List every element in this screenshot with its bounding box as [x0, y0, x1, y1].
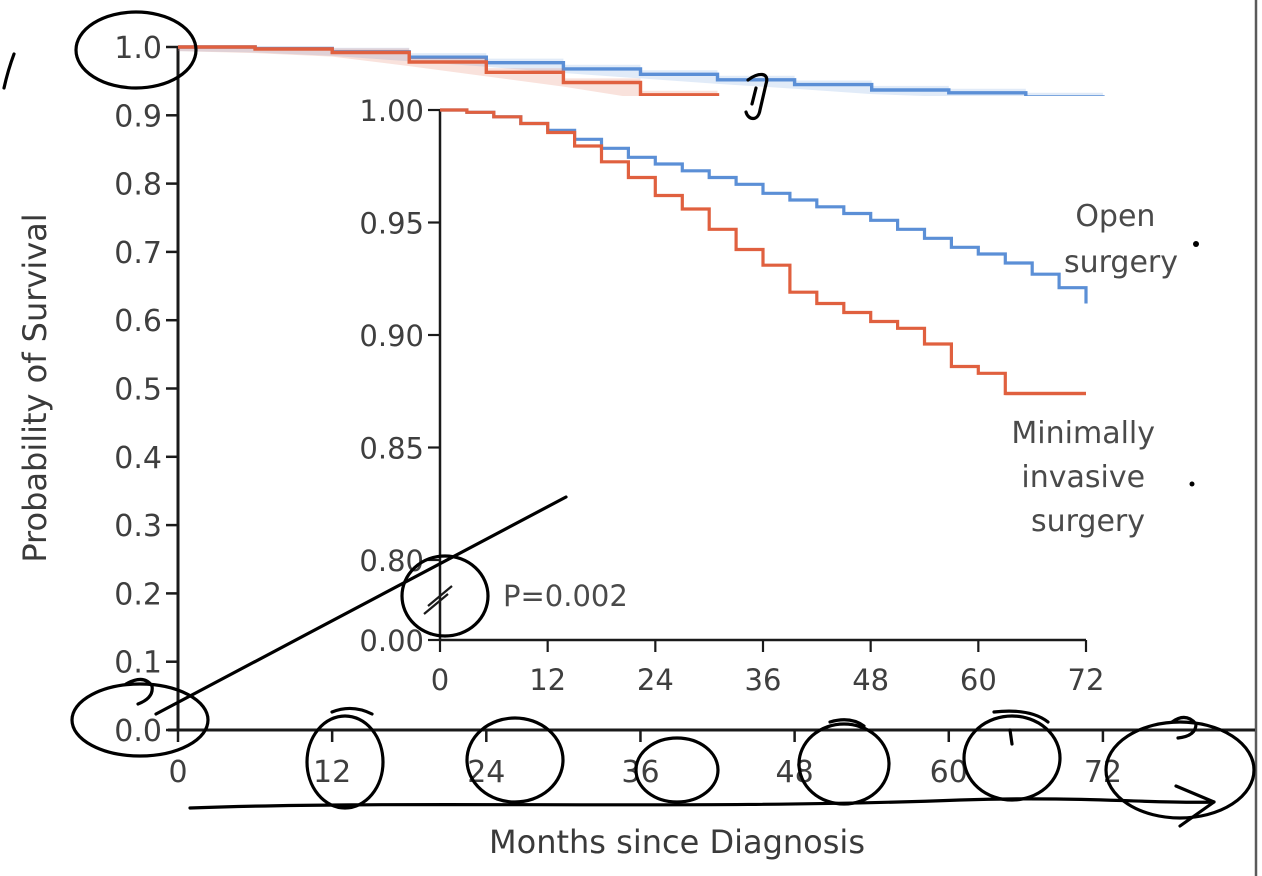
ink-circle-x-12-tail [330, 706, 374, 716]
inset-axes: 1.00 0.95 0.90 0.85 0.80 0.000 12 24 36 48 60 72 [359, 94, 1160, 697]
ink-x-axis-arrow [188, 797, 1216, 810]
main-y-tick-label: 0.0 [114, 714, 162, 749]
main-y-tick-label: 0.9 [114, 99, 162, 134]
ink-dot-mis [1189, 481, 1195, 487]
main-y-tick-label: 0.4 [114, 441, 162, 476]
ink-circle-x-72-tail [1170, 715, 1198, 740]
inset-y-tick-label: 0.80 [359, 544, 424, 578]
inset-x-tick-label: 0 [431, 663, 449, 697]
inset-series-group [440, 108, 1088, 396]
inset-x-tick-label: 24 [637, 663, 674, 697]
ink-circle-axis-break [400, 554, 490, 638]
axis-break-icon [423, 585, 453, 615]
ink-hook-zero [124, 677, 154, 706]
y-axis-title: Probability of Survival [16, 213, 54, 562]
open-surgery-label-line-1: Open [1075, 199, 1155, 234]
ink-diagonal-line [154, 495, 568, 716]
inset-x-tick-label: 72 [1068, 663, 1105, 697]
main-axes: 0.00.10.20.30.40.50.60.70.80.91.00 12 24 36… [114, 31, 1255, 790]
main-y-tick-label: 0.7 [114, 236, 162, 271]
main-y-tick-label: 0.1 [114, 646, 162, 681]
minimally-invasive-label-line-1: Minimally [1011, 416, 1155, 451]
main-x-tick-label: 48 [776, 755, 814, 790]
ink-circle-y-1-0 [74, 10, 198, 90]
inset-x-tick-label: 48 [852, 663, 889, 697]
inset-x-tick-label: 12 [529, 663, 566, 697]
ink-circle-x-12 [305, 714, 385, 810]
inset-line-minimally-invasive [440, 108, 1086, 396]
ink-dot-open [1193, 241, 1199, 247]
open-surgery-label-line-2: surgery [1064, 245, 1178, 280]
main-y-tick-label: 0.3 [114, 509, 162, 544]
x-axis-title: Months since Diagnosis [489, 823, 865, 861]
main-y-tick-label: 0.5 [114, 373, 162, 408]
ink-x-axis-arrowhead [1174, 784, 1216, 828]
inset-x-tick-label: 36 [745, 663, 782, 697]
minimally-invasive-label: Minimally invasive surgery [1011, 416, 1164, 539]
ink-circle-x-24 [465, 716, 565, 804]
inset-y-break-label: 0.00 [359, 624, 424, 658]
inset-y-tick-label: 1.00 [359, 94, 424, 128]
open-surgery-label: Open surgery [1064, 199, 1178, 280]
inset-y-tick-label: 0.90 [359, 319, 424, 353]
main-x-tick-label: 72 [1084, 755, 1122, 790]
ink-circle-x-72 [1104, 720, 1256, 820]
ink-circle-y-0-0 [70, 682, 210, 758]
ink-margin-tick [2, 52, 16, 90]
main-y-tick-label: 0.6 [114, 304, 162, 339]
main-y-tick-label: 0.2 [114, 577, 162, 612]
main-y-tick-label: 1.0 [114, 31, 162, 66]
inset-y-tick-label: 0.85 [359, 432, 424, 466]
ink-circle-x-36 [634, 736, 720, 804]
inset-y-tick-label: 0.95 [359, 207, 424, 241]
minimally-invasive-label-line-2: invasive [1021, 460, 1145, 495]
p-value-annotation: P=0.002 [503, 579, 628, 613]
main-y-tick-label: 0.8 [114, 168, 162, 203]
main-x-tick-label: 0 [168, 755, 187, 790]
main-x-tick-label: 24 [467, 755, 505, 790]
main-x-tick-label: 12 [313, 755, 351, 790]
main-x-tick-label: 60 [930, 755, 968, 790]
ink-gap-mark [744, 72, 769, 121]
main-ci-band-mis [178, 47, 1155, 138]
inset-background [380, 96, 1160, 696]
minimally-invasive-label-line-3: surgery [1031, 504, 1145, 539]
ink-circle-x-60-tail [992, 709, 1050, 746]
ink-circle-x-48-tail [828, 718, 866, 728]
inset-x-tick-label: 60 [960, 663, 997, 697]
handwritten-annotations [2, 10, 1256, 828]
